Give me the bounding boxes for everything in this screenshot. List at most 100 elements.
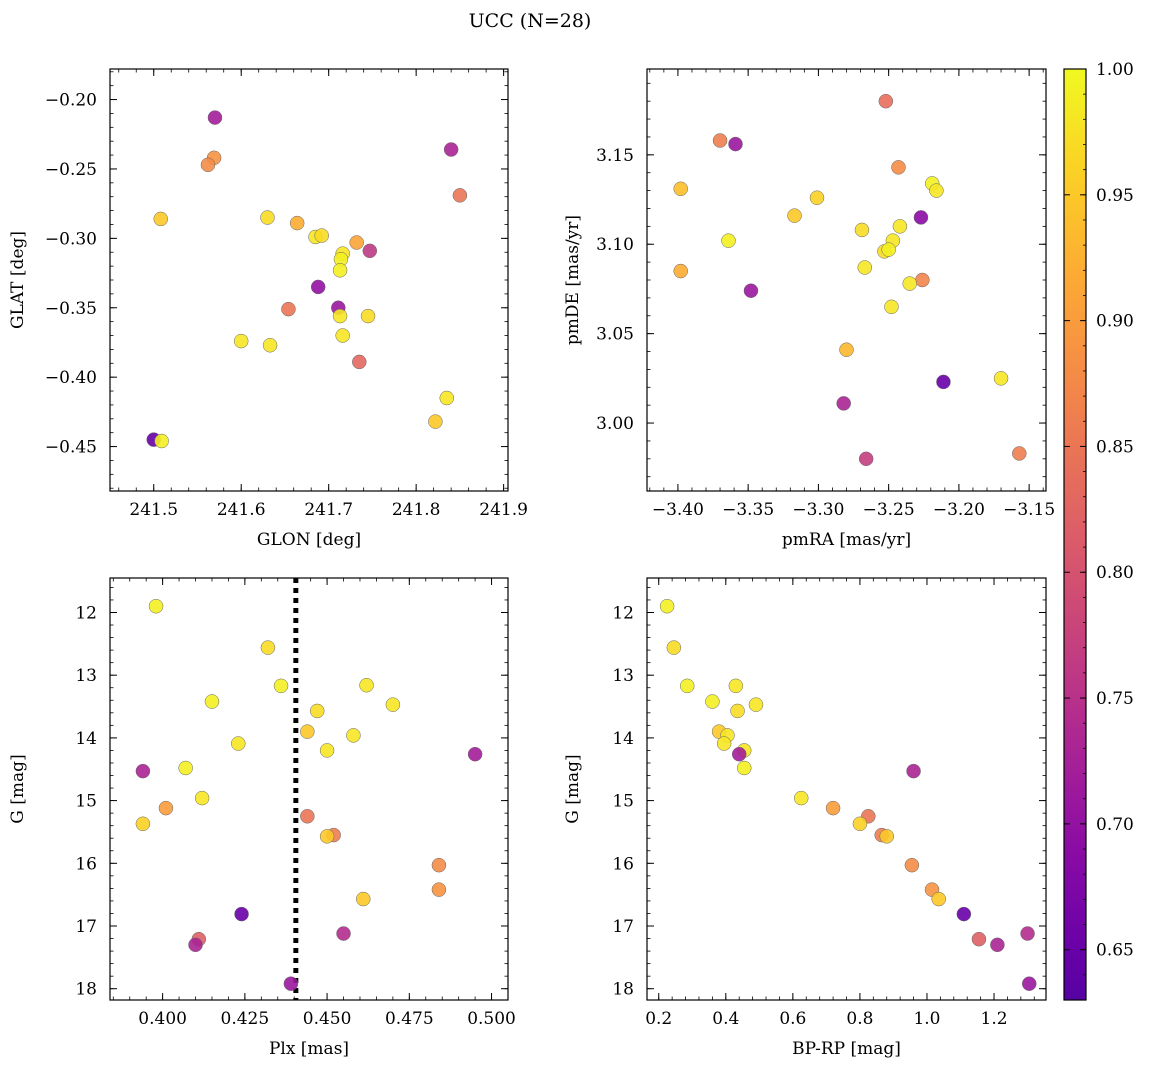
data-point [153,211,168,227]
x-tick-label: −3.40 [652,500,704,520]
data-point [836,396,851,411]
data-point [736,760,752,776]
data-point [332,263,348,278]
data-point [200,157,216,173]
figure-title: UCC (N=28) [469,10,592,32]
data-point [439,390,455,406]
scatter-points [135,578,483,1000]
y-axis-title: GLAT [deg] [8,231,28,329]
data-point [881,242,896,257]
colorbar-tick-label: 0.95 [1096,186,1134,206]
y-tick-label: 3.15 [596,146,634,166]
data-point [904,857,920,873]
y-tick-label: −0.40 [45,368,97,388]
data-point [346,728,361,743]
data-point [884,299,899,315]
scatter-points [659,598,1037,991]
y-tick-label: 16 [612,854,634,874]
glon-glat-panel: 241.5 241.6 241.7 241.8 241.9 −0.45 −0.40 −0.35… [8,68,528,550]
data-point [300,809,315,824]
data-point [666,640,682,655]
data-point [743,283,759,298]
data-point [332,308,348,324]
data-point [356,891,371,907]
x-tick-label: 0.4 [712,1009,739,1029]
data-point [878,93,894,109]
data-point [993,371,1009,386]
data-point [673,263,688,279]
data-point [283,976,299,991]
data-point [178,760,193,776]
data-point [260,640,276,655]
x-tick-label: 1.0 [913,1009,940,1029]
x-tick-label: −3.25 [863,500,915,520]
x-tick-label: 0.8 [846,1009,873,1029]
data-point [204,694,220,709]
data-point [148,598,164,614]
data-point [913,210,929,225]
data-point [273,678,289,694]
y-tick-label: −0.30 [45,229,97,249]
data-point [467,746,483,762]
data-point [452,188,468,203]
data-point [858,451,874,467]
x-tick-label: −3.20 [933,500,985,520]
y-tick-label: −0.45 [45,438,97,458]
data-point [154,433,169,449]
colorbar-tick-label: 1.00 [1096,60,1134,80]
data-point [712,133,728,148]
colorbar-tick-label: 0.75 [1096,689,1134,709]
data-point [234,906,249,922]
data-point [207,110,223,125]
y-tick-label: 3.00 [596,414,634,434]
data-point [188,937,203,953]
data-point [902,276,917,291]
y-tick-label: 12 [75,603,97,623]
data-point [787,208,802,223]
data-point [809,190,825,205]
data-point [716,736,732,751]
data-point [428,414,443,429]
x-tick-label: 241.6 [217,500,266,520]
data-point [1020,926,1035,941]
x-tick-label: 0.450 [303,1009,352,1029]
x-tick-label: 0.2 [645,1009,672,1029]
x-axis-title: BP-RP [mag] [792,1039,901,1059]
data-point [309,703,325,719]
data-point [1021,976,1037,991]
data-point [310,279,326,295]
colorbar-tick-label: 0.65 [1096,941,1134,961]
data-point [289,215,305,231]
y-tick-label: 13 [612,666,634,686]
y-tick-label: −0.35 [45,299,97,319]
data-point [260,210,275,225]
data-point [385,697,401,712]
data-point [362,243,378,259]
data-point [431,882,447,897]
data-point [300,724,315,739]
pmra-pmde-panel: −3.40 −3.35 −3.30 −3.25 −3.20 −3.15 3.00 3.05 3.… [563,68,1055,550]
data-point [314,228,329,243]
data-point [443,142,459,157]
data-point [1012,446,1027,461]
y-tick-label: 13 [75,666,97,686]
x-tick-label: 241.8 [392,500,441,520]
colorbar-tick-label: 0.70 [1096,815,1134,835]
data-point [929,183,944,198]
data-point [956,906,972,922]
x-axis-title: Plx [mas] [269,1039,349,1059]
x-tick-label: −3.15 [1003,500,1055,520]
y-tick-label: 17 [75,917,97,937]
axes-frame [109,577,509,1001]
data-point [721,233,736,248]
data-point [728,136,743,152]
colorbar-tick-label: 0.90 [1096,312,1134,332]
x-tick-label: 241.9 [479,500,528,520]
data-point [852,816,868,832]
data-point [793,790,809,806]
data-point [359,677,374,693]
y-tick-label: 15 [612,792,634,812]
data-point [352,354,367,370]
colorbar-tick-label: 0.85 [1096,437,1134,457]
